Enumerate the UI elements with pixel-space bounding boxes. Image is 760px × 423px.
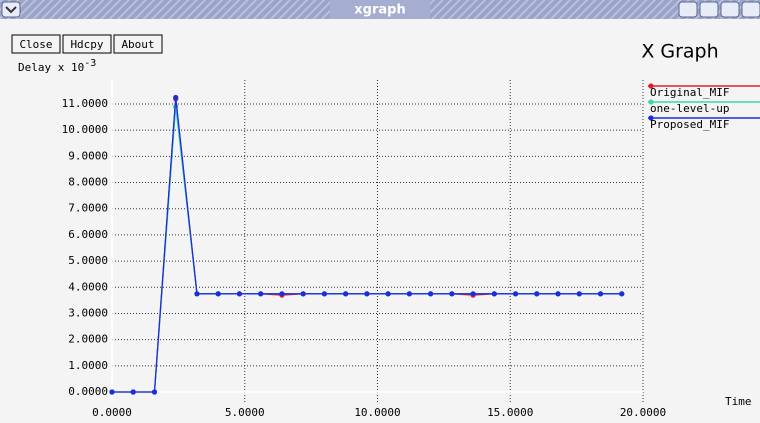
data-point — [194, 291, 200, 297]
data-point — [619, 291, 625, 297]
data-point — [343, 291, 349, 297]
y-tick-label: 7.0000 — [68, 202, 108, 215]
data-point — [130, 389, 136, 395]
data-point — [534, 291, 540, 297]
data-point — [576, 291, 582, 297]
data-point — [428, 291, 434, 297]
data-point — [236, 291, 243, 297]
y-tick-label: 11.0000 — [62, 97, 108, 110]
y-tick-label: 4.0000 — [68, 280, 108, 293]
x-tick-label: 15.0000 — [487, 406, 533, 419]
x-tick-label: 20.0000 — [620, 406, 666, 419]
series-line — [112, 97, 622, 393]
button[interactable] — [62, 34, 112, 54]
data-point — [491, 291, 497, 297]
legend-label: Proposed_MIF — [650, 118, 729, 131]
data-point — [109, 389, 115, 395]
legend-marker — [648, 115, 654, 121]
chart-title: X Graph — [641, 41, 718, 63]
data-point — [406, 291, 412, 297]
y-tick-label: 3.0000 — [68, 306, 108, 319]
data-point — [449, 291, 455, 297]
extra-button[interactable] — [741, 1, 760, 18]
series-line — [112, 106, 622, 393]
legend-label: one-level-up — [650, 102, 729, 115]
legend-marker — [648, 83, 654, 89]
x-axis-label: Time — [725, 395, 752, 408]
maximize-button[interactable] — [699, 1, 719, 18]
y-tick-label: 9.0000 — [68, 149, 108, 162]
window-title: xgraph — [354, 3, 405, 18]
data-point — [279, 291, 285, 297]
y-tick-label: 8.0000 — [68, 176, 108, 189]
y-tick-label: 5.0000 — [68, 254, 108, 267]
data-point — [364, 291, 370, 297]
y-tick-label: 0.0000 — [68, 385, 108, 398]
data-point — [215, 291, 221, 297]
legend-label: Original_MIF — [650, 86, 729, 99]
y-label-exponent: -3 — [84, 58, 96, 69]
y-axis-label: Delay x 10-3 — [18, 58, 96, 74]
series-line — [112, 98, 622, 393]
data-point — [151, 389, 158, 395]
button[interactable] — [11, 34, 61, 54]
data-point — [321, 291, 327, 297]
x-tick-label: 0.0000 — [92, 406, 132, 419]
x-tick-label: 10.0000 — [354, 406, 400, 419]
button-label: Hdcpy — [70, 38, 103, 51]
data-point — [173, 94, 179, 101]
y-label-base: Delay x 10 — [18, 61, 84, 74]
legend-marker — [648, 99, 654, 105]
x-tick-label: 5.0000 — [225, 406, 265, 419]
button-label: Close — [19, 38, 52, 51]
menu-button[interactable] — [1, 1, 21, 18]
data-point — [597, 291, 604, 297]
y-tick-label: 1.0000 — [68, 359, 108, 372]
data-point — [512, 291, 519, 297]
data-point — [385, 291, 391, 297]
button-bar: Close Hdcpy About — [11, 34, 163, 54]
data-point — [300, 291, 306, 297]
title-bg — [330, 0, 430, 19]
menu-icon — [5, 6, 17, 14]
button-label: About — [121, 38, 154, 51]
y-tick-label: 10.0000 — [62, 123, 108, 136]
data-point — [470, 291, 476, 297]
minimize-button[interactable] — [678, 1, 698, 18]
button[interactable] — [113, 34, 163, 54]
data-point — [555, 291, 561, 297]
close-window-button[interactable] — [720, 1, 740, 18]
y-tick-label: 2.0000 — [68, 333, 108, 346]
data-point — [258, 291, 264, 297]
y-tick-label: 6.0000 — [68, 228, 108, 241]
